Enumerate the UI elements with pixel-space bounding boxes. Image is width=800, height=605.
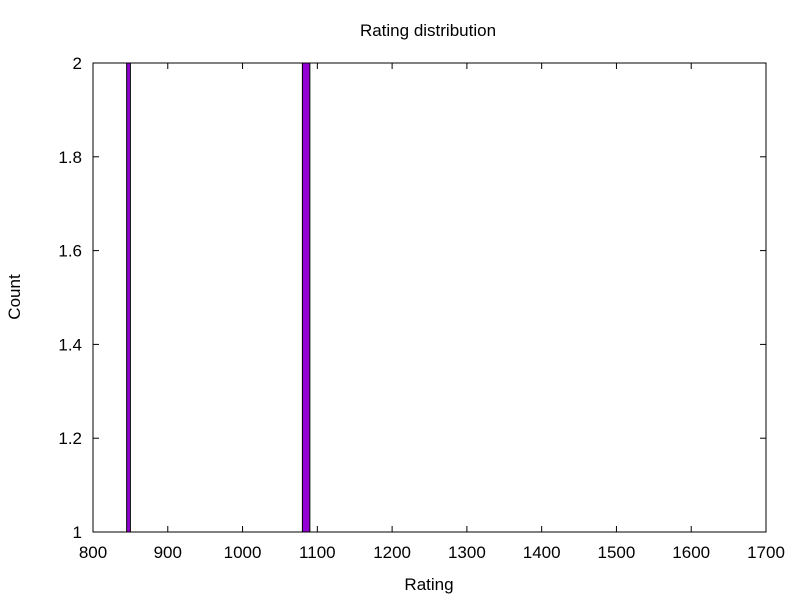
chart-title: Rating distribution	[360, 21, 496, 40]
histogram-bar-0	[126, 62, 131, 533]
x-tick-label-5: 1300	[448, 543, 486, 562]
x-tick-label-4: 1200	[373, 543, 411, 562]
plot-frame	[92, 62, 767, 533]
y-tick-label-5: 2	[73, 54, 82, 73]
x-tick-label-6: 1400	[523, 543, 561, 562]
x-tick-label-1: 900	[154, 543, 182, 562]
y-tick-label-0: 1	[73, 523, 82, 542]
y-tick-label-2: 1.4	[58, 335, 82, 354]
x-tick-label-8: 1600	[672, 543, 710, 562]
x-tick-label-9: 1700	[747, 543, 785, 562]
x-axis-label: Rating	[404, 575, 453, 594]
bars-layer	[126, 62, 311, 533]
y-tick-label-3: 1.6	[58, 242, 82, 261]
x-tick-label-3: 1100	[299, 543, 336, 562]
ticks-layer: 800 900 1000 1100 1200 1300 1400 1500 1600 1700 1 1…	[58, 54, 785, 562]
x-tick-label-7: 1500	[598, 543, 636, 562]
x-tick-label-2: 1000	[224, 543, 262, 562]
y-tick-label-4: 1.8	[58, 148, 82, 167]
y-axis-label: Count	[5, 274, 24, 320]
histogram-bar-1	[301, 62, 311, 533]
y-tick-label-1: 1.2	[58, 429, 82, 448]
x-tick-label-0: 800	[79, 543, 107, 562]
